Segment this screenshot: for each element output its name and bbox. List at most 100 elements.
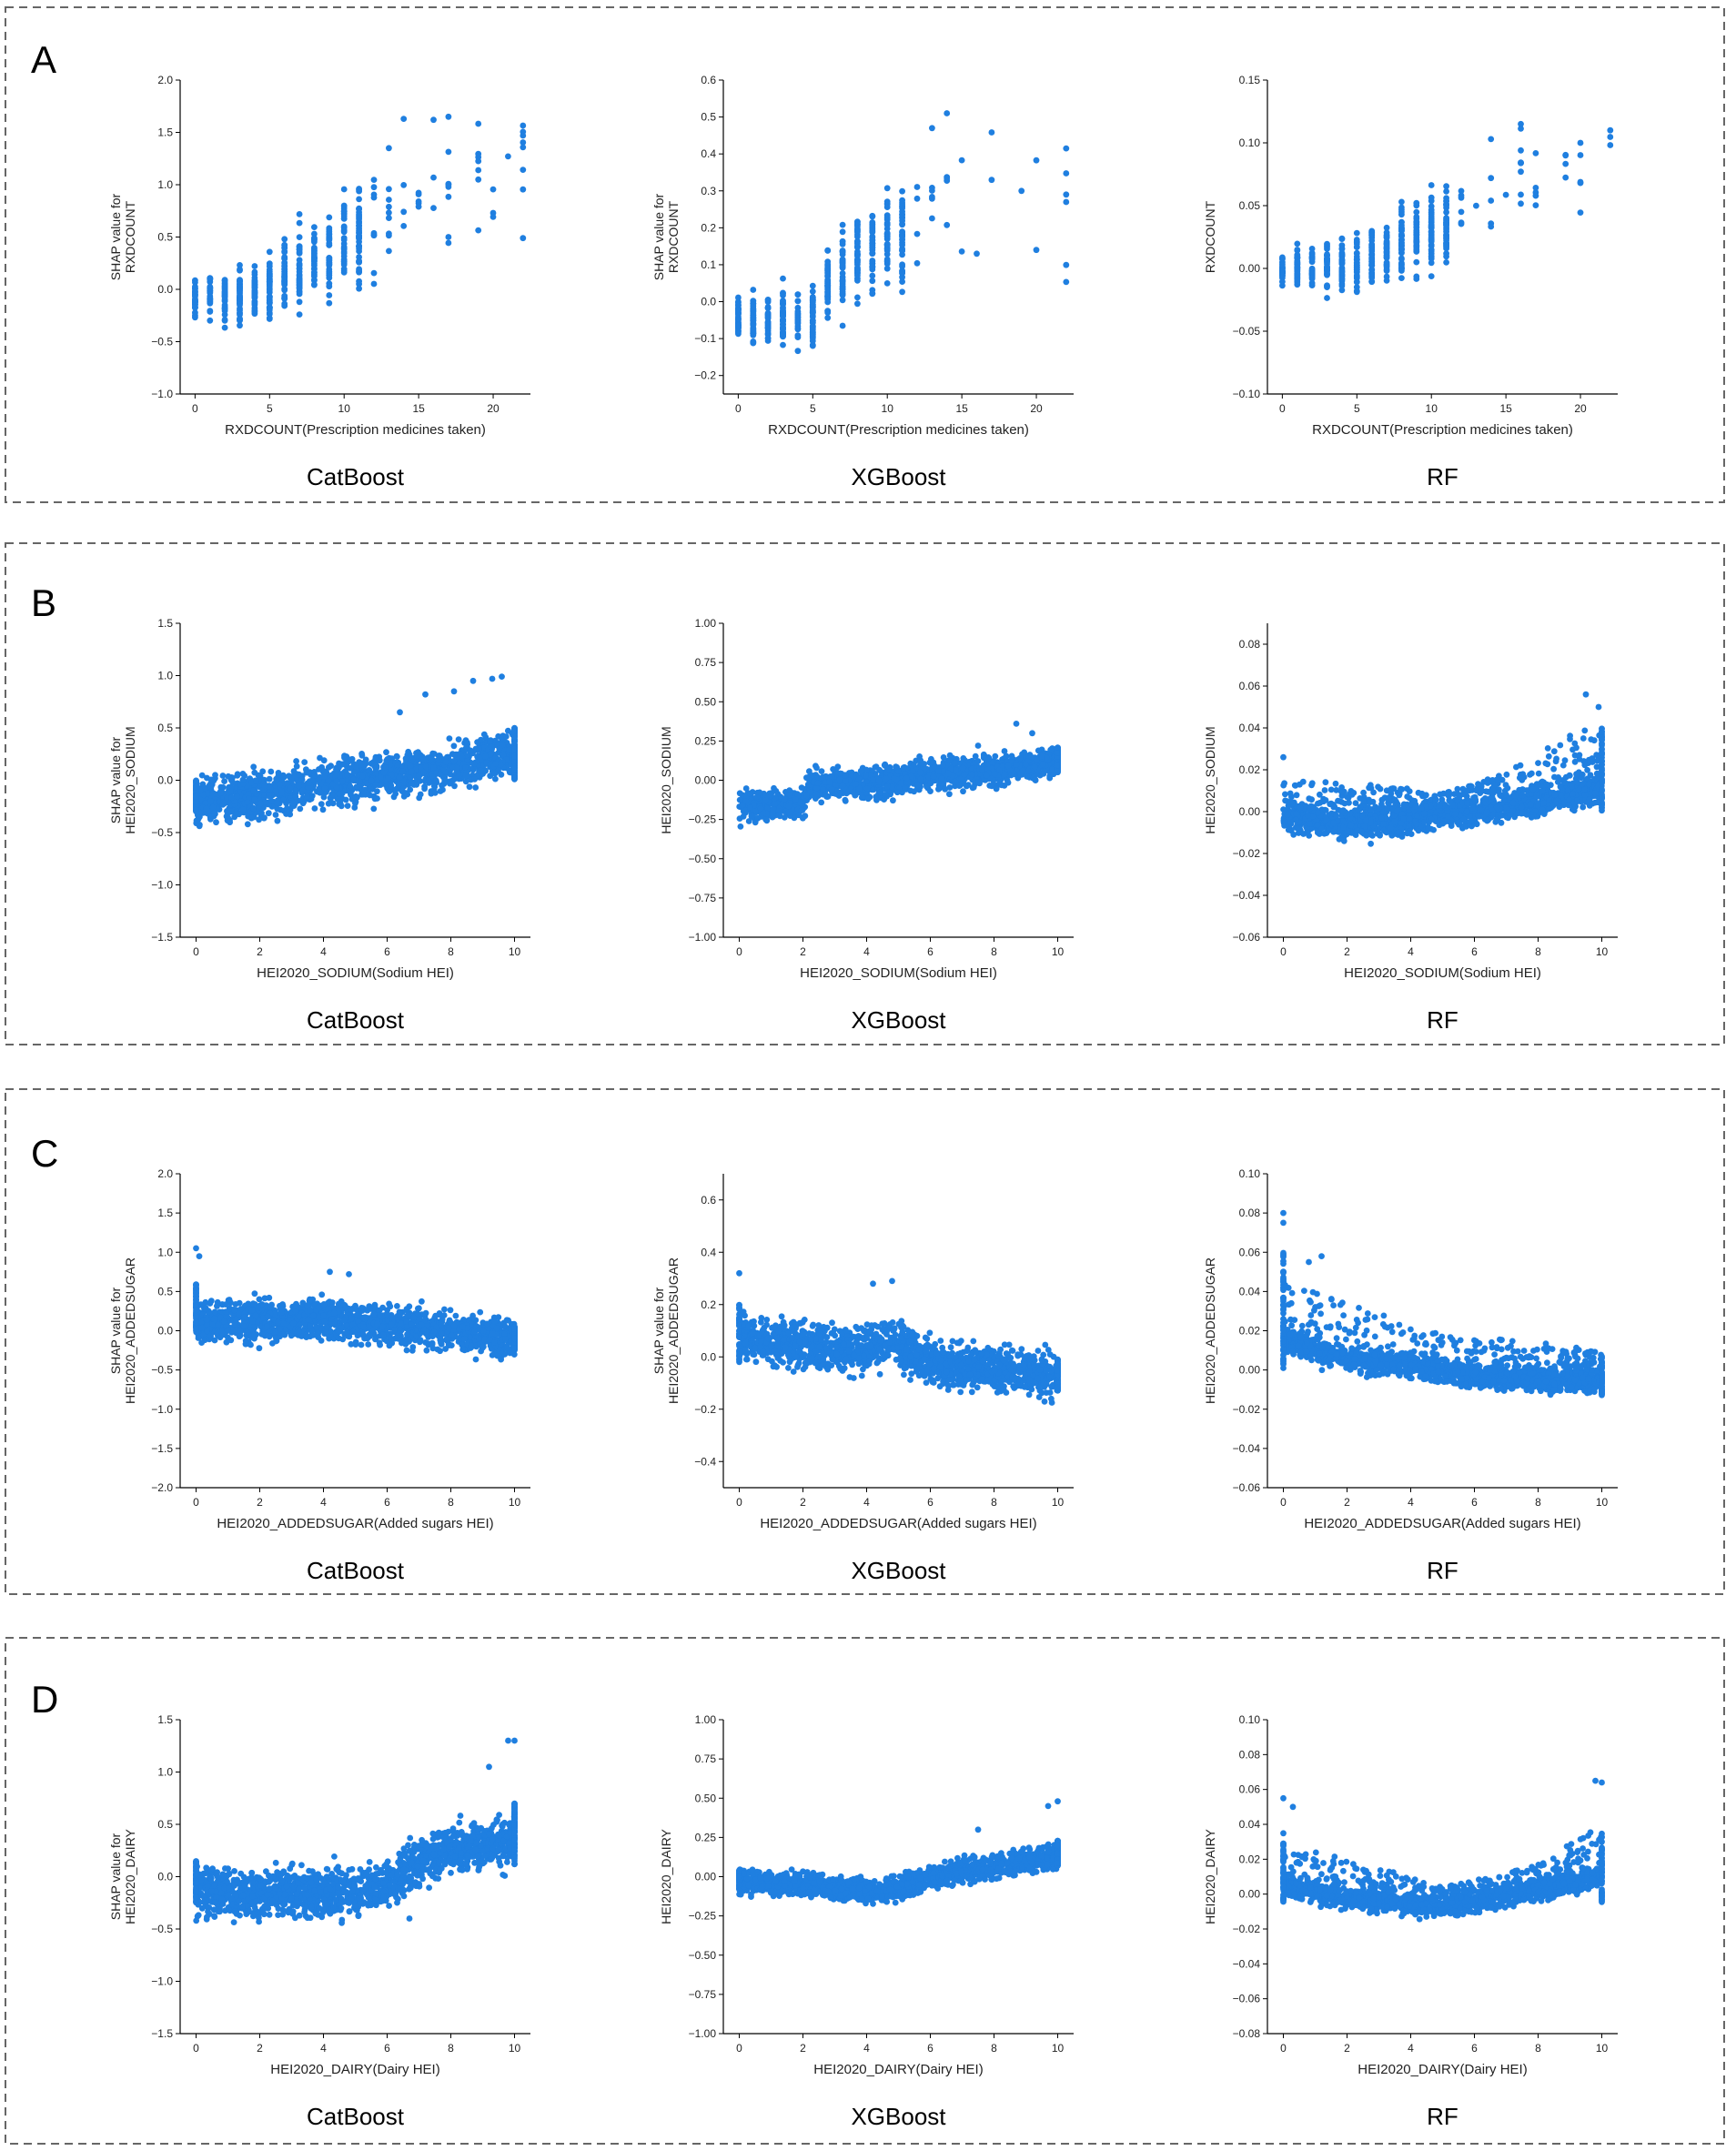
data-point bbox=[212, 772, 218, 779]
data-point bbox=[386, 145, 392, 152]
data-point bbox=[257, 800, 264, 807]
data-point bbox=[358, 751, 365, 757]
data-point bbox=[756, 789, 763, 796]
data-point bbox=[296, 246, 303, 253]
data-point bbox=[824, 287, 832, 293]
data-point bbox=[1063, 261, 1070, 268]
y-tick-label: 1.5 bbox=[157, 126, 173, 139]
data-point bbox=[927, 780, 934, 787]
data-point bbox=[944, 770, 952, 777]
x-tick-label: 2 bbox=[257, 945, 263, 958]
data-point bbox=[780, 331, 786, 338]
data-point bbox=[899, 288, 905, 296]
data-point bbox=[974, 742, 982, 749]
data-point bbox=[464, 739, 470, 746]
data-point bbox=[370, 280, 378, 288]
data-point bbox=[445, 239, 452, 247]
y-tick-label: 1.5 bbox=[157, 617, 173, 630]
data-point bbox=[1443, 221, 1449, 228]
data-point bbox=[854, 225, 861, 232]
data-point bbox=[237, 316, 243, 322]
data-point bbox=[415, 189, 422, 197]
data-point bbox=[853, 781, 860, 787]
data-point bbox=[469, 677, 477, 684]
data-point bbox=[883, 265, 891, 272]
data-point bbox=[961, 772, 968, 778]
data-point bbox=[193, 806, 199, 813]
data-point bbox=[259, 768, 267, 775]
data-point bbox=[448, 779, 455, 785]
data-point bbox=[974, 250, 980, 258]
data-point bbox=[251, 284, 258, 291]
data-point bbox=[1032, 776, 1039, 783]
data-point bbox=[207, 776, 215, 783]
data-point bbox=[959, 764, 966, 772]
data-point bbox=[940, 754, 947, 761]
data-point bbox=[388, 783, 394, 790]
y-axis-label: RXDCOUNT bbox=[1203, 200, 1217, 273]
data-point bbox=[193, 777, 199, 784]
y-tick-label: −1.00 bbox=[689, 931, 717, 944]
data-point bbox=[219, 801, 227, 808]
data-point bbox=[917, 757, 924, 763]
data-point bbox=[809, 298, 816, 305]
data-point bbox=[326, 228, 333, 236]
data-point bbox=[794, 334, 802, 340]
data-point bbox=[1443, 208, 1449, 216]
data-point bbox=[869, 264, 876, 270]
data-point bbox=[1473, 202, 1479, 209]
data-point bbox=[854, 278, 861, 284]
data-point bbox=[439, 786, 446, 793]
data-point bbox=[454, 764, 461, 772]
data-point bbox=[490, 186, 497, 193]
data-point bbox=[876, 766, 883, 773]
data-point bbox=[383, 749, 389, 756]
data-point bbox=[289, 799, 297, 806]
data-point bbox=[1413, 246, 1420, 253]
data-point bbox=[221, 317, 228, 323]
data-point bbox=[413, 752, 420, 760]
data-point bbox=[328, 791, 336, 798]
y-tick-label: 0.00 bbox=[1239, 262, 1261, 275]
data-point bbox=[281, 255, 288, 262]
data-point bbox=[281, 236, 288, 243]
data-point bbox=[276, 781, 283, 788]
data-point bbox=[869, 278, 876, 285]
data-point bbox=[946, 791, 953, 798]
data-point bbox=[237, 267, 243, 274]
data-point bbox=[1383, 278, 1390, 284]
y-tick-label: 0.0 bbox=[157, 283, 173, 296]
data-point bbox=[347, 783, 354, 790]
data-point bbox=[386, 186, 392, 193]
data-point bbox=[207, 285, 214, 292]
data-point bbox=[1001, 748, 1008, 754]
data-point bbox=[1607, 126, 1614, 134]
data-point bbox=[347, 790, 354, 797]
y-tick-label: −0.25 bbox=[689, 813, 717, 826]
chart-B-xgboost: −1.00−0.75−0.50−0.250.000.250.500.751.00… bbox=[659, 617, 1074, 1034]
model-title: CatBoost bbox=[307, 463, 405, 490]
data-point bbox=[1353, 229, 1360, 237]
data-point bbox=[1398, 198, 1405, 206]
data-point bbox=[1353, 238, 1360, 245]
data-point bbox=[297, 805, 304, 813]
data-point bbox=[446, 735, 453, 742]
data-point bbox=[384, 756, 391, 762]
data-point bbox=[475, 176, 482, 183]
data-point bbox=[882, 792, 889, 798]
data-point bbox=[397, 709, 403, 716]
data-point bbox=[385, 775, 392, 782]
y-tick-label: 2.0 bbox=[157, 74, 173, 86]
data-point bbox=[407, 762, 414, 770]
data-point bbox=[858, 794, 865, 801]
data-point bbox=[1398, 208, 1405, 216]
data-point bbox=[839, 262, 846, 269]
data-point bbox=[935, 768, 942, 774]
data-point bbox=[395, 781, 402, 788]
data-point bbox=[408, 768, 415, 775]
data-point bbox=[1518, 159, 1524, 167]
data-point bbox=[890, 797, 896, 804]
data-point bbox=[261, 783, 268, 790]
data-point bbox=[192, 304, 198, 311]
y-tick-label: 0.1 bbox=[701, 258, 716, 271]
